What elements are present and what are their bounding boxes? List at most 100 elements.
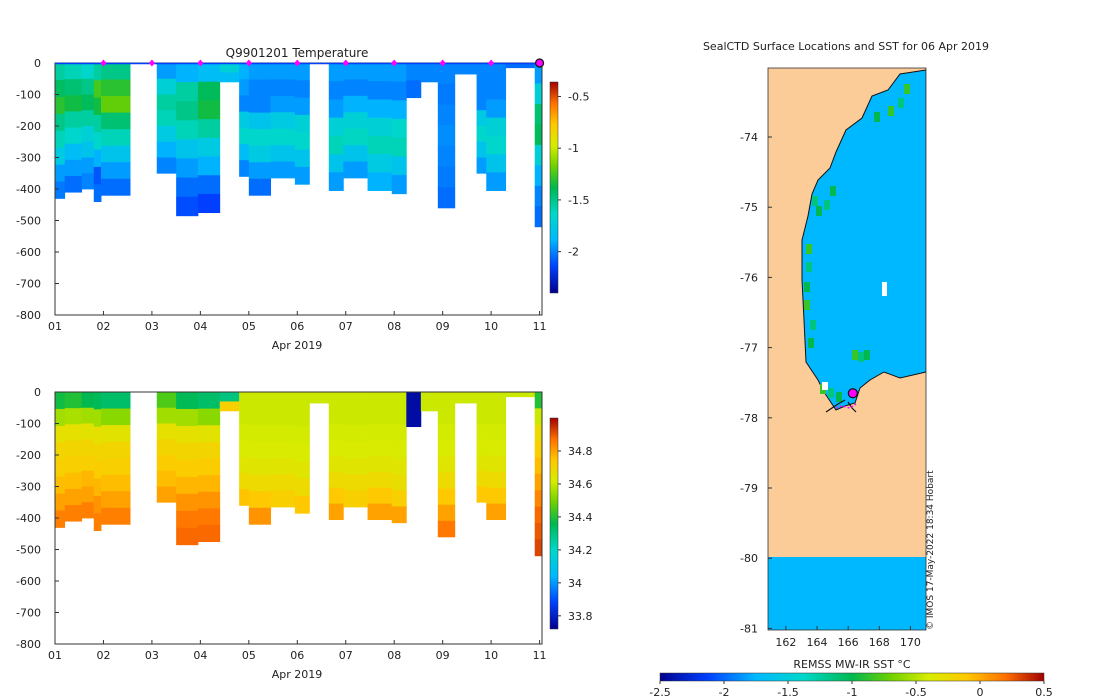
- salinity-cell: [93, 495, 102, 514]
- temperature-cell: [391, 100, 407, 120]
- salinity-cell: [343, 474, 368, 491]
- salinity-cell: [505, 392, 536, 398]
- salinity-cell: [64, 424, 83, 441]
- x-tick-label: 06: [290, 649, 304, 662]
- temperature-cell: [476, 94, 487, 111]
- missing-data-pixel: [822, 382, 828, 390]
- temperature-cell: [248, 112, 272, 130]
- salinity-cell: [248, 474, 272, 492]
- temperature-cell: [93, 132, 102, 151]
- x-tick-label: 09: [436, 649, 450, 662]
- temperature-cell: [367, 117, 393, 137]
- coastal-sst-pixel: [828, 388, 834, 398]
- salinity-cell: [343, 424, 368, 442]
- salinity-cell: [197, 525, 221, 543]
- x-tick-label: 09: [436, 320, 450, 333]
- ross-sea-ocean: [801, 69, 926, 411]
- y-tick-label: -700: [16, 607, 41, 620]
- salinity-cell: [219, 401, 240, 412]
- salinity-cell: [93, 513, 102, 531]
- y-tick-label: -800: [16, 309, 41, 322]
- salinity-cell: [391, 506, 407, 524]
- lat-tick-label: -81: [740, 622, 758, 635]
- temperature-cell: [328, 117, 344, 137]
- salinity-cell: [476, 455, 487, 472]
- salinity-cell: [328, 392, 344, 409]
- salinity-cell: [486, 439, 507, 457]
- salinity-cell: [454, 392, 477, 404]
- y-tick-label: -300: [16, 152, 41, 165]
- temperature-cell: [101, 112, 131, 130]
- salinity-cell: [534, 473, 542, 491]
- salinity-cell: [176, 493, 199, 512]
- salinity-cell: [328, 503, 344, 520]
- temperature-cell: [270, 145, 296, 162]
- temperature-cell: [454, 63, 477, 75]
- temperature-cell: [239, 144, 250, 161]
- temperature-cell: [534, 165, 542, 187]
- salinity-cell: [197, 508, 221, 526]
- salinity-cell: [176, 459, 199, 478]
- temperature-cell: [343, 128, 368, 146]
- salinity-cell: [176, 510, 199, 529]
- salinity-cell: [197, 425, 221, 443]
- salinity-cell: [437, 456, 456, 473]
- temperature-colorbar: [549, 81, 559, 294]
- temperature-cell: [81, 78, 95, 95]
- coastal-sst-pixels: [804, 84, 910, 402]
- current-profile-marker: [534, 58, 545, 68]
- y-tick-label: -800: [16, 638, 41, 651]
- sst-colorbar-label: REMSS MW-IR SST °C: [793, 658, 911, 671]
- y-tick-label: -500: [16, 544, 41, 557]
- salinity-cell: [81, 470, 95, 487]
- coastal-sst-pixel: [904, 84, 910, 94]
- x-tick-label: 07: [339, 320, 353, 333]
- surface-marker-diamond: [100, 59, 107, 67]
- temperature-cell: [156, 94, 177, 111]
- salinity-cell: [391, 473, 407, 491]
- coastal-sst-pixel: [864, 350, 870, 360]
- temperature-cell: [505, 63, 536, 69]
- salinity-cell: [391, 424, 407, 442]
- sst-colorbar-tick-label: 0: [977, 686, 984, 699]
- salinity-cell: [93, 443, 102, 462]
- salinity-cell: [406, 409, 422, 428]
- y-tick-label: -400: [16, 512, 41, 525]
- salinity-cell: [101, 408, 131, 426]
- temperature-cell: [294, 166, 310, 185]
- salinity-cell: [343, 457, 368, 475]
- temperature-cell: [486, 172, 507, 191]
- salinity-cell: [176, 408, 199, 427]
- coastal-sst-pixel: [812, 196, 818, 206]
- salinity-cell: [248, 408, 272, 426]
- temperature-cell: [55, 96, 66, 115]
- temperature-cell: [176, 120, 199, 140]
- temperature-cell: [270, 79, 296, 97]
- salinity-cell: [328, 455, 344, 473]
- salinity-cell: [55, 392, 66, 410]
- sst-colorbar-ticks: -2.5 -2 -1.5 -1 -0.5 0 0.5: [649, 681, 1053, 699]
- coastal-sst-pixel: [898, 98, 904, 108]
- temperature-cell: [420, 63, 439, 83]
- salinity-cell: [391, 441, 407, 458]
- coastal-sst-pixel: [806, 262, 812, 272]
- salinity-cell: [534, 490, 542, 508]
- temperature-cell: [81, 157, 95, 174]
- temperature-cell: [328, 135, 344, 155]
- temperature-cell: [476, 110, 487, 127]
- salinity-cell: [328, 439, 344, 457]
- temperature-cell: [343, 63, 368, 80]
- temperature-cell: [476, 126, 487, 143]
- temperature-cell: [367, 135, 393, 155]
- y-tick-label: 0: [34, 57, 41, 70]
- surface-marker-diamond: [245, 59, 252, 67]
- salinity-cell: [270, 408, 296, 426]
- salinity-cell: [156, 423, 177, 440]
- temperature-cell: [219, 63, 240, 73]
- x-tick-label: 08: [387, 320, 401, 333]
- x-tick-label: 06: [290, 320, 304, 333]
- salinity-cell: [476, 407, 487, 424]
- salinity-cell: [486, 455, 507, 473]
- salinity-cell: [248, 458, 272, 476]
- coastal-sst-pixel: [852, 350, 858, 360]
